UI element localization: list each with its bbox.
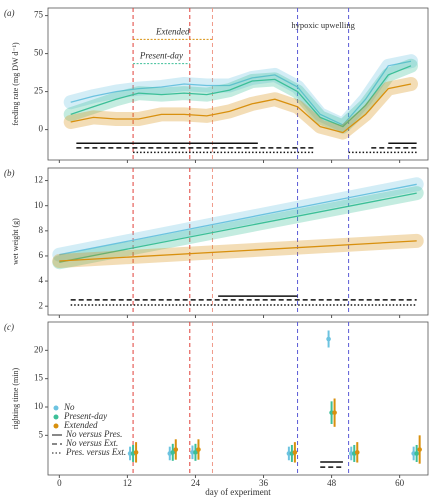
point: [417, 447, 422, 452]
y-axis-label: wet weight (g): [11, 218, 20, 265]
panel-label: (a): [4, 8, 15, 18]
y-tick-label: 10: [34, 401, 44, 411]
series-line: [70, 60, 412, 126]
x-tick-label: 0: [57, 478, 62, 488]
legend-label: No versus Pres.: [65, 429, 122, 439]
annotation: hypoxic upwelling: [291, 20, 355, 30]
x-tick-label: 48: [327, 478, 337, 488]
y-tick-label: 15: [34, 373, 44, 383]
y-tick-label: 4: [39, 275, 44, 285]
legend-marker: [53, 414, 59, 420]
legend-label: No: [63, 402, 75, 412]
point: [332, 410, 337, 415]
x-tick-label: 24: [191, 478, 201, 488]
point: [414, 451, 419, 456]
y-tick-label: 25: [34, 86, 44, 96]
y-tick-label: 5: [39, 429, 44, 439]
point: [193, 450, 198, 455]
series-line: [59, 183, 417, 256]
legend-marker: [53, 405, 59, 411]
series-line: [59, 240, 417, 262]
plot-frame: [47, 167, 429, 316]
annotation: Extended: [155, 26, 190, 36]
legend-label: Extended: [63, 420, 98, 430]
series-line: [70, 83, 412, 134]
y-axis-label: feeding rate (mg DW d⁻¹): [11, 42, 20, 126]
x-axis-label: day of experiment: [205, 487, 271, 497]
point: [196, 447, 201, 452]
y-tick-label: 2: [39, 300, 44, 310]
legend-marker: [53, 423, 59, 429]
y-axis-label: righting time (min): [11, 368, 20, 430]
x-tick-label: 12: [123, 478, 132, 488]
y-tick-label: 0: [39, 124, 44, 134]
point: [292, 450, 298, 455]
y-tick-label: 50: [34, 48, 44, 58]
y-tick-label: 6: [39, 250, 44, 260]
point: [354, 450, 360, 455]
point: [326, 336, 331, 342]
plot-frame: [47, 321, 429, 476]
plot-frame: [47, 7, 429, 161]
point: [173, 447, 179, 452]
y-tick-label: 8: [39, 225, 44, 235]
series-line: [59, 192, 417, 263]
x-tick-label: 36: [259, 478, 269, 488]
y-tick-label: 75: [34, 10, 44, 20]
legend-label: Present-day: [63, 411, 107, 421]
point: [170, 450, 176, 455]
series-line: [70, 65, 412, 128]
legend-label: No versus Ext.: [65, 438, 118, 448]
panel-label: (b): [4, 168, 15, 178]
legend-label: Pres. versus Ext.: [65, 447, 126, 457]
point: [133, 450, 139, 455]
y-tick-label: 20: [34, 344, 44, 354]
x-tick-label: 60: [395, 478, 405, 488]
y-tick-label: 12: [34, 175, 43, 185]
y-tick-label: 10: [34, 200, 44, 210]
annotation: Present-day: [139, 51, 183, 61]
panel-label: (c): [4, 322, 14, 332]
